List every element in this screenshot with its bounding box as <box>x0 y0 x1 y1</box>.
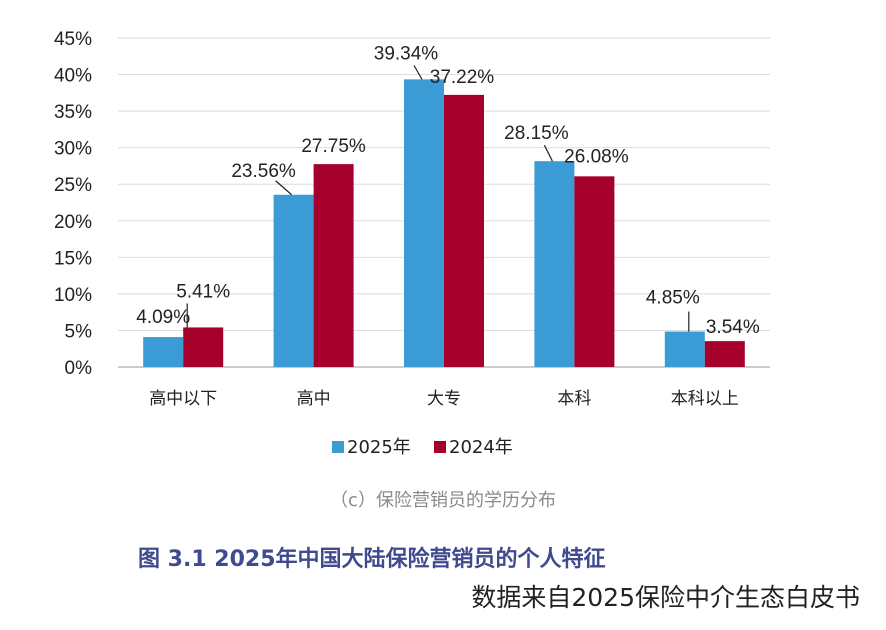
chart-subcaption: （c）保险营销员的学历分布 <box>330 490 556 511</box>
y-axis-ticks: 0% 5% 10% 15% 20% 25% 30% 35% 40% 45% <box>54 29 92 379</box>
legend-label: 2024年 <box>449 437 513 458</box>
y-tick-label: 20% <box>54 212 92 233</box>
bar-2025 <box>404 79 444 367</box>
data-label-2025: 39.34% <box>374 43 439 64</box>
figure-title: 图 3.1 2025年中国大陆保险营销员的个人特征 <box>138 547 606 572</box>
leader-line <box>543 144 553 162</box>
chart-svg: 0% 5% 10% 15% 20% 25% 30% 35% 40% 45% 4.09% 5.41% 2… <box>54 29 770 458</box>
x-category-label: 大专 <box>427 389 461 409</box>
bar-2024 <box>313 164 354 367</box>
leader-line <box>275 180 292 196</box>
data-label-2025: 28.15% <box>504 123 569 144</box>
data-label-2024: 27.75% <box>301 136 366 157</box>
y-tick-label: 10% <box>54 285 92 306</box>
bar-2025 <box>143 337 184 367</box>
x-category-label: 本科 <box>557 389 591 409</box>
y-tick-label: 35% <box>54 102 92 123</box>
x-category-label: 高中以下 <box>149 389 217 409</box>
y-tick-label: 40% <box>54 66 92 87</box>
y-tick-label: 0% <box>65 358 93 379</box>
source-note: 数据来自2025保险中介生态白皮书 <box>471 583 860 612</box>
x-axis-categories: 高中以下 高中 大专 本科 本科以上 <box>149 389 739 409</box>
bar-2025 <box>534 161 575 367</box>
bar-2025 <box>273 194 314 367</box>
bar-2024 <box>574 176 615 367</box>
y-tick-label: 30% <box>54 139 92 160</box>
legend-swatch <box>332 441 344 453</box>
legend: 2025年 2024年 <box>332 437 513 458</box>
data-label-2025: 4.85% <box>646 288 700 309</box>
data-label-2025: 4.09% <box>136 307 190 328</box>
data-label-2024: 37.22% <box>430 67 495 88</box>
data-label-2024: 3.54% <box>706 317 760 338</box>
bar-2024 <box>183 327 224 367</box>
x-category-label: 高中 <box>297 389 331 409</box>
bar-2024 <box>444 94 484 368</box>
x-category-label: 本科以上 <box>671 389 739 409</box>
data-label-2024: 5.41% <box>176 281 230 302</box>
data-labels: 4.09% 5.41% 23.56%27.75% 39.34% 37.22% 28.15%… <box>136 43 760 338</box>
y-tick-label: 5% <box>65 321 93 342</box>
bar-2024 <box>704 341 745 367</box>
leader-line <box>413 65 423 80</box>
y-tick-label: 45% <box>54 29 92 50</box>
y-tick-label: 25% <box>54 175 92 196</box>
data-label-2024: 26.08% <box>564 146 629 167</box>
legend-label: 2025年 <box>347 437 411 458</box>
legend-swatch <box>434 441 446 453</box>
y-tick-label: 15% <box>54 248 92 269</box>
bars <box>143 79 745 368</box>
bar-2025 <box>664 331 705 367</box>
data-label-2025: 23.56% <box>231 161 296 182</box>
